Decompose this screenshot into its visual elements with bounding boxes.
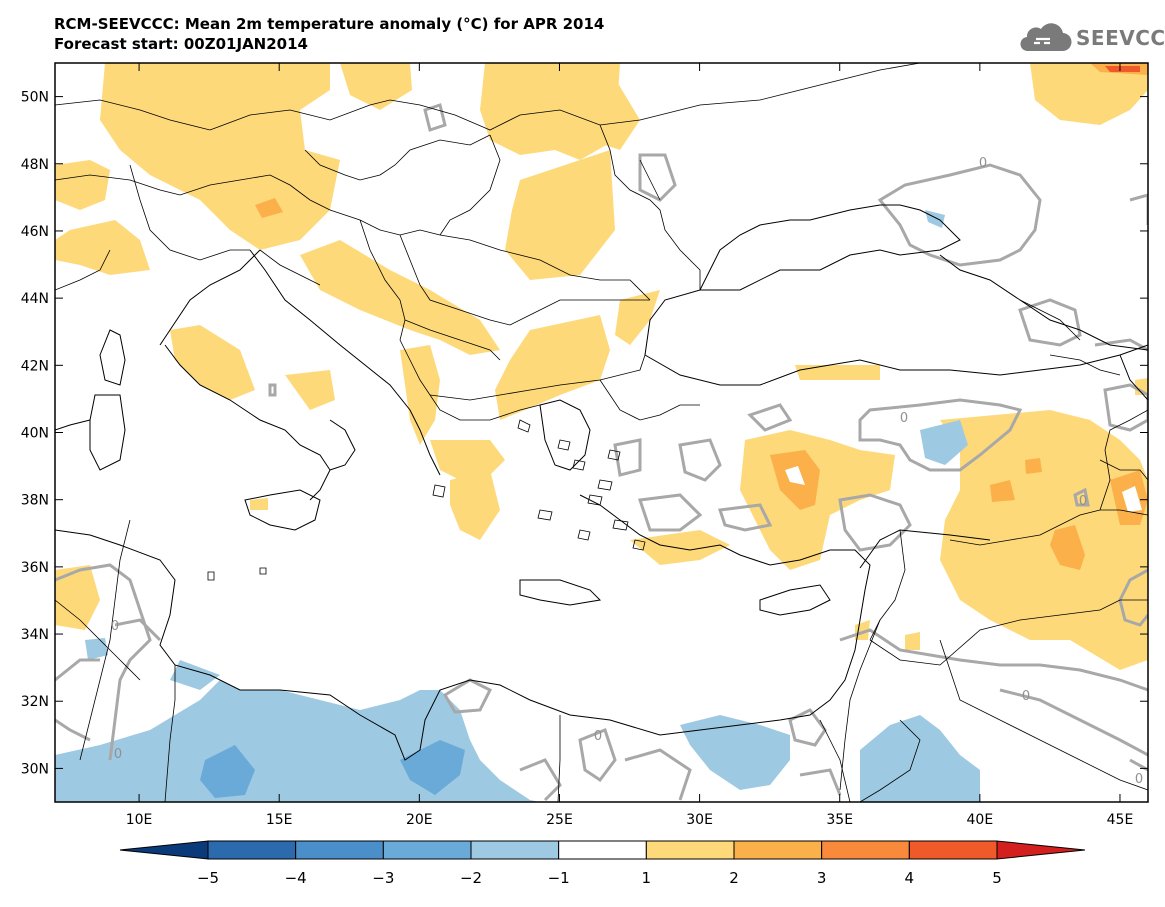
colorbar-box xyxy=(470,840,560,860)
warm-anomaly-peak xyxy=(1105,66,1140,72)
colorbar-box xyxy=(558,840,647,860)
contour-label: 0 xyxy=(900,411,908,426)
lat-tick-label: 38N xyxy=(21,493,49,509)
lon-tick-label: 15E xyxy=(266,812,293,828)
colorbar-label: 1 xyxy=(642,869,652,887)
lon-tick-label: 25E xyxy=(546,812,573,828)
lon-tick-label: 40E xyxy=(967,812,994,828)
title-line-2: Forecast start: 00Z01JAN2014 xyxy=(54,35,308,53)
lat-tick-label: 36N xyxy=(21,560,49,576)
seevccc-logo: SEEVCCC xyxy=(1018,20,1165,56)
colorbar-box xyxy=(382,840,472,860)
contour-label: 0 xyxy=(1022,689,1030,704)
lon-tick-label: 30E xyxy=(686,812,713,828)
colorbar-label: 2 xyxy=(729,869,739,887)
map-plot-area: 0 0 0 0 0 0 0 0 xyxy=(55,63,1148,802)
lat-tick-label: 50N xyxy=(21,90,49,106)
longitude-axis: 10E 15E 20E 25E 30E 35E 40E 45E xyxy=(126,63,1134,828)
contour-label: 0 xyxy=(114,747,122,762)
logo-text: SEEVCCC xyxy=(1076,26,1165,50)
anomaly-holes xyxy=(785,466,1142,512)
lon-tick-label: 45E xyxy=(1107,812,1134,828)
country-borders xyxy=(55,63,1148,802)
colorbar-label: −4 xyxy=(285,869,307,887)
lat-tick-label: 44N xyxy=(21,291,49,307)
colorbar-box xyxy=(733,840,823,860)
lat-tick-label: 42N xyxy=(21,358,49,374)
contour-label: 0 xyxy=(1135,772,1143,787)
colorbar-min-arrow xyxy=(119,840,209,860)
cold-anomaly-strong-areas xyxy=(200,740,465,798)
map-title: RCM-SEEVCCC: Mean 2m temperature anomaly… xyxy=(54,14,604,54)
lat-tick-label: 48N xyxy=(21,157,49,173)
contour-label: 0 xyxy=(594,729,602,744)
colorbar-box xyxy=(821,840,910,860)
lon-tick-label: 20E xyxy=(406,812,433,828)
colorbar-label: 5 xyxy=(992,869,1002,887)
islands xyxy=(207,419,646,581)
colorbar: −5 −4 −3 −2 −1 1 2 3 4 5 xyxy=(119,840,1086,887)
warm-anomaly-strong-areas xyxy=(255,63,1148,570)
colorbar-label: −5 xyxy=(197,869,219,887)
lat-tick-label: 32N xyxy=(21,694,49,710)
title-line-1: RCM-SEEVCCC: Mean 2m temperature anomaly… xyxy=(54,15,605,33)
lon-tick-label: 10E xyxy=(126,812,153,828)
lat-tick-label: 34N xyxy=(21,627,49,643)
lat-tick-label: 46N xyxy=(21,224,49,240)
zero-contours xyxy=(55,103,1148,802)
contour-value-labels: 0 0 0 0 0 0 0 0 xyxy=(111,156,1143,787)
contour-label: 0 xyxy=(979,156,987,171)
contour-label: 0 xyxy=(1079,494,1087,509)
colorbar-box xyxy=(207,840,297,860)
colorbar-label: −1 xyxy=(548,869,570,887)
lon-tick-label: 35E xyxy=(826,812,853,828)
colorbar-box xyxy=(295,840,384,860)
colorbar-label: 4 xyxy=(905,869,915,887)
colorbar-label: −3 xyxy=(372,869,394,887)
latitude-axis: 30N 32N 34N 36N 38N 40N 42N 44N 46N 48N 50N xyxy=(21,90,1148,777)
colorbar-label: −2 xyxy=(460,869,482,887)
colorbar-box xyxy=(908,840,998,860)
colorbar-box xyxy=(645,840,735,860)
contour-label: 0 xyxy=(111,619,119,634)
cloud-logo-icon xyxy=(1020,23,1072,52)
lat-tick-label: 40N xyxy=(21,426,49,442)
colorbar-label: 3 xyxy=(817,869,827,887)
lat-tick-label: 30N xyxy=(21,761,49,777)
warm-anomaly-areas xyxy=(55,63,1148,670)
colorbar-max-arrow xyxy=(996,840,1086,860)
